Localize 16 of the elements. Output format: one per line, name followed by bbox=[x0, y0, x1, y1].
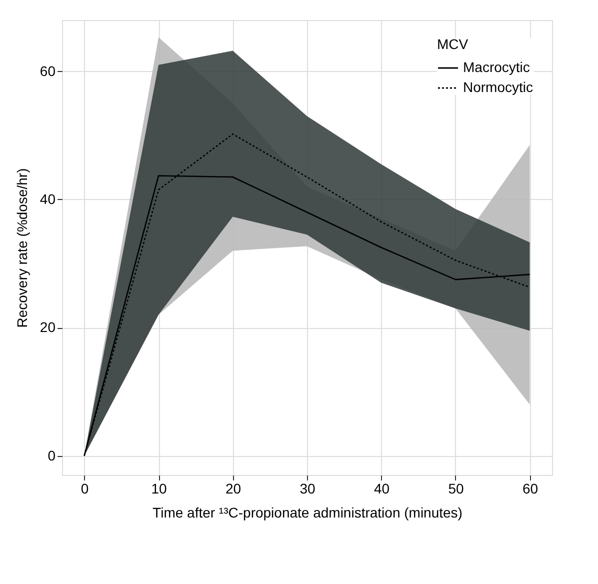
x-tick-label: 20 bbox=[225, 480, 242, 496]
y-tick-label: 60 bbox=[40, 62, 56, 79]
y-tick-label: 0 bbox=[48, 447, 56, 464]
y-axis-title: Recovery rate (%dose/hr) bbox=[14, 168, 30, 328]
x-tick-label: 60 bbox=[522, 480, 538, 496]
legend-label: Normocytic bbox=[463, 79, 534, 95]
legend-title: MCV bbox=[437, 36, 469, 52]
y-tick-label: 40 bbox=[40, 190, 56, 207]
y-tick-label: 20 bbox=[40, 319, 56, 336]
x-tick-label: 50 bbox=[448, 480, 464, 496]
x-axis-title: Time after ¹³C-propionate administration (minutes) bbox=[152, 504, 462, 520]
x-tick-label: 10 bbox=[151, 480, 168, 496]
x-tick-label: 40 bbox=[374, 480, 390, 496]
x-tick-label: 0 bbox=[80, 480, 89, 496]
x-tick-label: 30 bbox=[300, 480, 316, 496]
legend-label: Macrocytic bbox=[463, 59, 530, 75]
